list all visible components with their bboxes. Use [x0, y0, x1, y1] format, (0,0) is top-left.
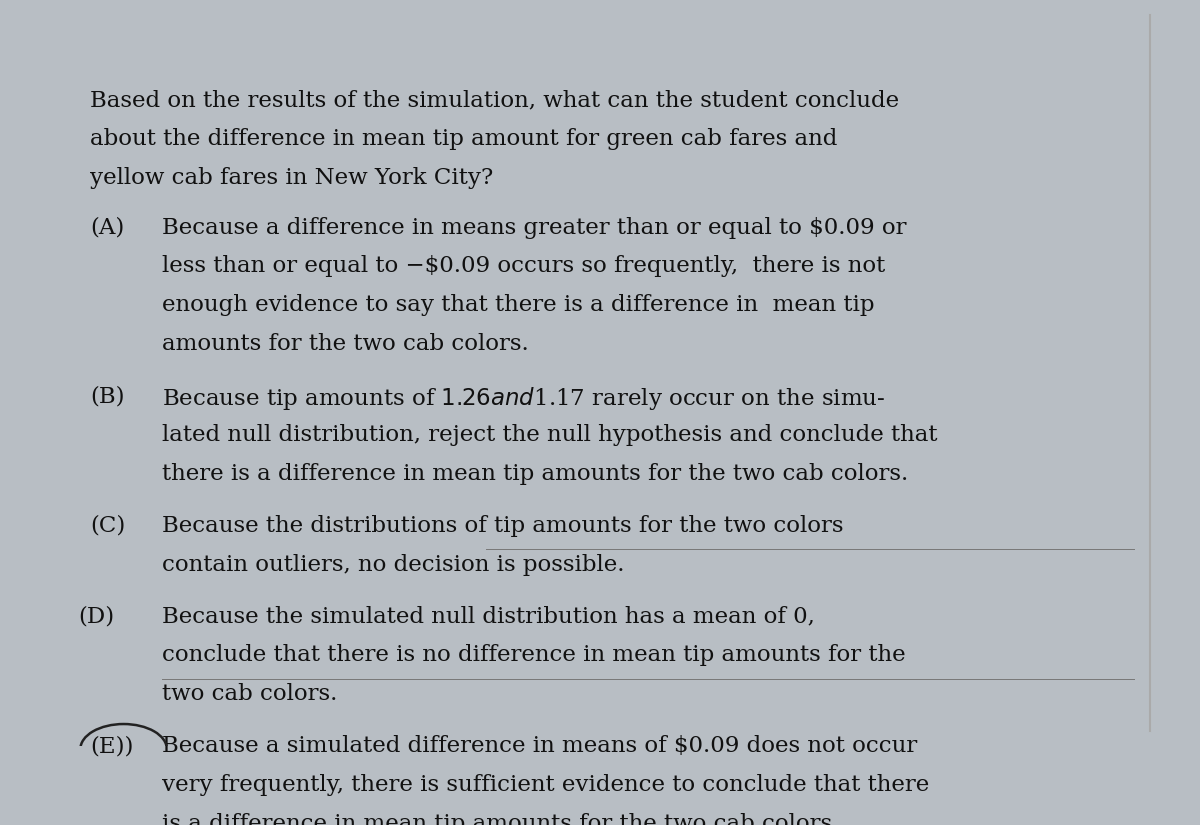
- Text: amounts for the two cab colors.: amounts for the two cab colors.: [162, 332, 529, 355]
- Text: lated null distribution, reject the null hypothesis and conclude that: lated null distribution, reject the null…: [162, 424, 937, 446]
- Text: Because a difference in means greater than or equal to $0.09 or: Because a difference in means greater th…: [162, 216, 906, 238]
- Text: less than or equal to −$0.09 occurs so frequently,  there is not: less than or equal to −$0.09 occurs so f…: [162, 255, 886, 277]
- Text: (C): (C): [90, 515, 125, 537]
- Text: enough evidence to say that there is a difference in  mean tip: enough evidence to say that there is a d…: [162, 294, 875, 316]
- Text: very frequently, there is sufficient evidence to conclude that there: very frequently, there is sufficient evi…: [162, 774, 929, 796]
- Text: Because the distributions of tip amounts for the two colors: Because the distributions of tip amounts…: [162, 515, 844, 537]
- Text: conclude that there is no difference in mean tip amounts for the: conclude that there is no difference in …: [162, 644, 906, 667]
- Text: about the difference in mean tip amount for green cab fares and: about the difference in mean tip amount …: [90, 128, 838, 150]
- Text: Because tip amounts of $1.26 and $1.17 rarely occur on the simu-: Because tip amounts of $1.26 and $1.17 r…: [162, 385, 886, 412]
- Text: there is a difference in mean tip amounts for the two cab colors.: there is a difference in mean tip amount…: [162, 463, 908, 484]
- Text: (D): (D): [78, 606, 114, 628]
- Text: (E)): (E)): [90, 735, 133, 757]
- Text: yellow cab fares in New York City?: yellow cab fares in New York City?: [90, 167, 493, 189]
- Text: Because the simulated null distribution has a mean of 0,: Because the simulated null distribution …: [162, 606, 815, 628]
- Text: is a difference in mean tip amounts for the two cab colors.: is a difference in mean tip amounts for …: [162, 813, 839, 825]
- Text: contain outliers, no decision is possible.: contain outliers, no decision is possibl…: [162, 554, 624, 576]
- Text: Based on the results of the simulation, what can the student conclude: Based on the results of the simulation, …: [90, 89, 899, 111]
- Text: Because a simulated difference in means of $0.09 does not occur: Because a simulated difference in means …: [162, 735, 917, 757]
- Text: (A): (A): [90, 216, 125, 238]
- Text: two cab colors.: two cab colors.: [162, 683, 337, 705]
- Text: (B): (B): [90, 385, 125, 407]
